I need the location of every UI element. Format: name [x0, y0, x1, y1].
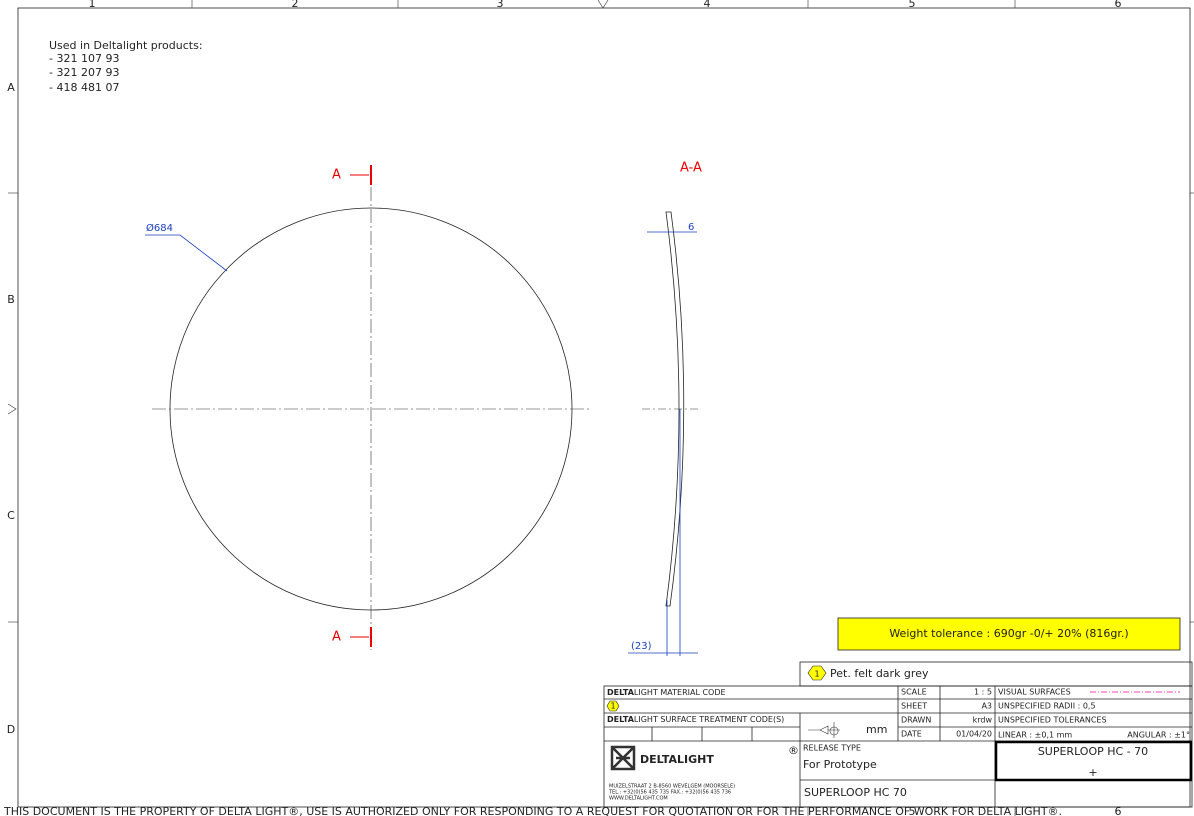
weight-box [837, 617, 1181, 651]
zone-labels: 1 2 3 4 5 6 5 6 A B C D [7, 0, 1122, 816]
row-label: C [7, 509, 15, 522]
release-type-label: RELEASE TYPE [803, 744, 861, 753]
surface-code-label: DELTALIGHT SURFACE TREATMENT CODE(S) [607, 715, 784, 724]
column-label: 3 [497, 0, 504, 10]
fields: SCALE 1 : 5 SHEET A3 DRAWN krdw DATE 01/04/20 [901, 688, 992, 739]
logo-mark [610, 745, 636, 771]
section-title: A-A [680, 161, 702, 176]
address: TEL.: +32(0)56 435 735 FAX.: +32(0)56 43… [608, 790, 731, 796]
field-value: A3 [981, 702, 992, 711]
part-mark: + [1088, 766, 1097, 779]
notes-heading: Used in Deltalight products: [49, 39, 203, 52]
balloon [606, 700, 620, 712]
section-profile [665, 211, 685, 607]
depth-dim: (23) [631, 641, 652, 652]
zone-lines [7, 0, 1194, 816]
address: MUIZELSTRAAT 2 B-8560 WEVELGEM (MOORSELE… [609, 784, 735, 790]
section-mark: A [332, 168, 341, 183]
label: LIGHT MATERIAL CODE [634, 688, 726, 697]
material-code-label: DELTALIGHT MATERIAL CODE [607, 688, 726, 697]
release-type: For Prototype [803, 758, 877, 771]
section-mark: A [332, 630, 341, 645]
weight-tolerance: Weight tolerance : 690gr -0/+ 20% (816gr… [889, 627, 1128, 640]
registered: ® [788, 744, 799, 757]
note-item: - 321 207 93 [49, 66, 119, 79]
field-label: SHEET [901, 702, 927, 711]
column-label: 5 [909, 805, 916, 816]
linear: LINEAR : ±0,1 mm [998, 731, 1072, 740]
field-value: 01/04/20 [956, 730, 992, 739]
column-label: 4 [704, 0, 711, 10]
balloon [807, 665, 827, 681]
angular: ANGULAR : ±1° [1127, 731, 1190, 740]
row-label: A [7, 81, 15, 94]
footer: THIS DOCUMENT IS THE PROPERTY OF DELTA L… [3, 805, 1062, 816]
field-value: 1 : 5 [974, 688, 992, 697]
part-name: SUPERLOOP HC - 70 [1038, 745, 1148, 758]
product: SUPERLOOP HC 70 [804, 786, 907, 799]
tolerances: UNSPECIFIED TOLERANCES [998, 716, 1107, 725]
note-item: - 418 481 07 [49, 81, 119, 94]
unit: mm [866, 723, 887, 736]
field-label: DATE [901, 730, 922, 739]
column-label: 6 [1115, 805, 1122, 816]
row-label: B [7, 293, 15, 306]
brand: DELTA [607, 688, 635, 697]
field-label: SCALE [901, 688, 927, 697]
field-value: krdw [973, 716, 993, 725]
field-label: DRAWN [901, 716, 931, 725]
column-label: 2 [292, 0, 299, 10]
column-label: 6 [1115, 0, 1122, 10]
brand: DELTA [607, 715, 635, 724]
balloon-label: 1 [814, 670, 819, 679]
label: LIGHT SURFACE TREATMENT CODE(S) [634, 715, 784, 724]
diameter-dim: Ø684 [146, 222, 173, 234]
logo: DELTALIGHT [640, 753, 714, 766]
part-name-box [994, 740, 1193, 782]
row-label: D [7, 723, 15, 736]
thickness-dim: 6 [688, 222, 694, 233]
column-label: 5 [909, 0, 916, 10]
column-label: 1 [89, 0, 96, 10]
leader [145, 234, 228, 272]
note-item: - 321 107 93 [49, 52, 119, 65]
radii: UNSPECIFIED RADII : 0,5 [998, 702, 1096, 711]
material-name: Pet. felt dark grey [830, 667, 929, 680]
address: WWW.DELTALIGHT.COM [609, 796, 668, 802]
visual-surfaces: VISUAL SURFACES [998, 688, 1071, 697]
projection-symbol [808, 722, 840, 738]
balloon-label: 1 [610, 702, 615, 711]
